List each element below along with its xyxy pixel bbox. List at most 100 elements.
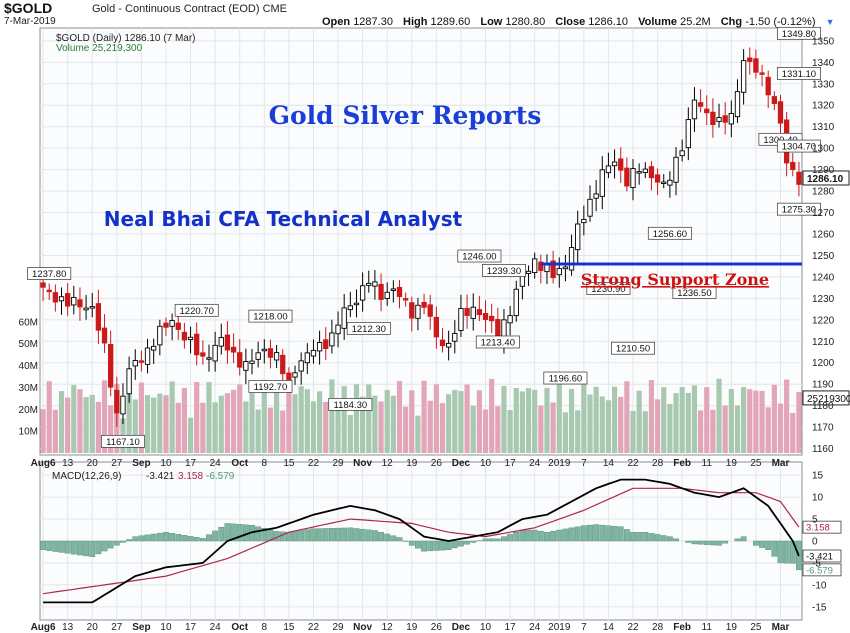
- macd-hist-bar: [206, 534, 212, 542]
- volume-tick-label: 40M: [19, 361, 38, 372]
- macd-hist-bar: [617, 526, 624, 542]
- macd-hist-bar: [623, 529, 630, 542]
- price-label: 1246.00: [462, 252, 496, 263]
- candle-body: [636, 171, 642, 174]
- volume-bar: [501, 385, 507, 453]
- macd-hist-bar: [433, 540, 440, 551]
- price-tick-label: 1200: [812, 358, 835, 369]
- candle-body: [169, 320, 175, 327]
- volume-bar: [685, 392, 691, 453]
- candle-body: [648, 166, 655, 179]
- x-tick-label: 29: [332, 458, 344, 469]
- macd-hist-bar: [255, 526, 262, 542]
- x-tick-label: 24: [210, 622, 222, 633]
- candle-body: [230, 346, 237, 353]
- price-tick-label: 1270: [812, 208, 835, 219]
- macd-hist-bar: [753, 540, 759, 546]
- volume-bar: [249, 393, 255, 453]
- candle-body: [661, 181, 667, 184]
- volume-bar: [101, 380, 108, 453]
- x-tick-label: 22: [308, 622, 320, 633]
- candle-body: [513, 288, 519, 317]
- candle-body: [734, 91, 741, 118]
- volume-bar: [562, 412, 569, 453]
- description-text: Gold - Continuous Contract (EOD): [92, 3, 260, 15]
- macd-hist-bar: [261, 528, 268, 542]
- price-panel: [39, 27, 803, 456]
- macd-hist-bar: [175, 534, 182, 542]
- macd-hist-bar: [759, 540, 765, 548]
- volume-bar: [771, 384, 777, 453]
- macd-legend-prefix: MACD(12,26,9): [52, 471, 121, 482]
- volume-bar: [230, 389, 237, 453]
- volume-bar: [58, 391, 65, 453]
- candle-body: [458, 308, 464, 331]
- x-tick-label: Mar: [772, 622, 790, 633]
- candle-body: [372, 281, 378, 287]
- macd-hist-bar: [599, 524, 606, 542]
- volume-bar: [108, 405, 114, 453]
- volume-bar: [317, 391, 323, 453]
- candle-body: [237, 352, 243, 368]
- candle-body: [495, 319, 501, 339]
- macd-hist-bar: [593, 524, 600, 542]
- candle-body: [341, 307, 347, 329]
- volume-bar: [470, 405, 476, 453]
- candle-body: [599, 169, 605, 197]
- candle-body: [532, 258, 538, 274]
- macd-hist-bar: [439, 540, 446, 551]
- volume-bar: [372, 395, 378, 453]
- macd-hist-bar: [292, 531, 298, 542]
- volume-value: 25.2M: [680, 16, 711, 28]
- triangle-down-icon[interactable]: ▼: [825, 17, 835, 27]
- candle-body: [415, 304, 421, 319]
- price-tick-label: 1320: [812, 101, 835, 112]
- x-tick-label: 17: [505, 458, 517, 469]
- macd-hist-bar: [181, 535, 188, 542]
- macd-hist-bar: [64, 540, 71, 554]
- volume-bar: [507, 410, 513, 453]
- volume-bar: [605, 400, 612, 453]
- candle-body: [611, 161, 618, 167]
- volume-bar: [126, 385, 132, 453]
- volume-bar: [618, 396, 624, 453]
- volume-bar: [40, 409, 46, 453]
- volume-bar: [728, 389, 734, 453]
- macd-hist-bar: [384, 533, 391, 542]
- macd-hist-bar: [187, 536, 194, 542]
- candle-body: [286, 372, 292, 381]
- low-field: Low 1280.80: [480, 16, 545, 28]
- chg-value: -1.50 (-0.12%): [745, 16, 816, 28]
- price-tick-label: 1310: [812, 122, 835, 133]
- candle-body: [310, 349, 317, 357]
- macd-hist-bar: [347, 527, 354, 542]
- candle-body: [218, 337, 224, 347]
- macd-hist-bar: [341, 527, 348, 542]
- candle-body: [261, 348, 267, 352]
- macd-hist-bar: [218, 526, 225, 542]
- price-label-box: [101, 434, 145, 448]
- volume-bar: [544, 387, 550, 453]
- price-tick-label: 1280: [812, 187, 835, 198]
- candle-body: [366, 282, 372, 286]
- volume-bar: [439, 403, 446, 453]
- candle-body: [304, 352, 310, 364]
- x-tick-label: 8: [262, 622, 268, 633]
- macd-tick-label: 10: [812, 493, 824, 504]
- volume-bar: [581, 383, 587, 453]
- candle-body: [298, 360, 304, 372]
- volume-bar: [396, 381, 403, 453]
- x-tick-label: 22: [627, 622, 639, 633]
- volume-bar: [212, 402, 218, 453]
- high-field: High 1289.60: [403, 16, 470, 28]
- price-label-box: [586, 282, 631, 295]
- volume-bar: [661, 387, 667, 453]
- volume-bar: [741, 387, 747, 453]
- volume-bar: [163, 395, 169, 453]
- macd-hist-bar: [537, 530, 544, 542]
- price-label-box: [611, 341, 655, 355]
- macd-hist-bar: [507, 534, 514, 542]
- price-label-box: [328, 398, 373, 411]
- candle-body: [581, 218, 587, 224]
- close-value: 1286.10: [588, 16, 629, 28]
